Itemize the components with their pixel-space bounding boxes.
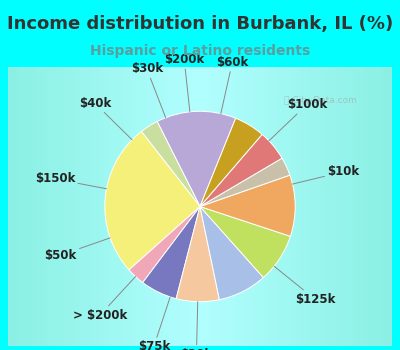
Text: Income distribution in Burbank, IL (%): Income distribution in Burbank, IL (%) [7,15,393,34]
Wedge shape [200,206,263,300]
Text: $20k: $20k [180,302,212,350]
Wedge shape [176,206,219,302]
Text: $60k: $60k [216,56,248,114]
Text: $150k: $150k [35,173,106,189]
Text: > $200k: > $200k [73,276,136,322]
Wedge shape [129,206,200,282]
Wedge shape [200,134,282,206]
Wedge shape [200,158,290,206]
Text: $100k: $100k [269,98,327,141]
Text: $75k: $75k [138,297,170,350]
Wedge shape [157,111,236,206]
Wedge shape [143,206,200,299]
Text: $200k: $200k [164,53,204,112]
Wedge shape [105,132,200,270]
Text: $40k: $40k [79,97,132,140]
Wedge shape [200,206,290,278]
Text: $50k: $50k [44,238,110,262]
Wedge shape [200,175,295,236]
Text: Ⓢ City-Data.com: Ⓢ City-Data.com [284,96,357,105]
Text: $30k: $30k [131,62,166,118]
Text: $125k: $125k [274,266,335,306]
Wedge shape [200,118,262,206]
Wedge shape [141,121,200,206]
Text: $10k: $10k [292,165,360,184]
Text: Hispanic or Latino residents: Hispanic or Latino residents [90,44,310,58]
